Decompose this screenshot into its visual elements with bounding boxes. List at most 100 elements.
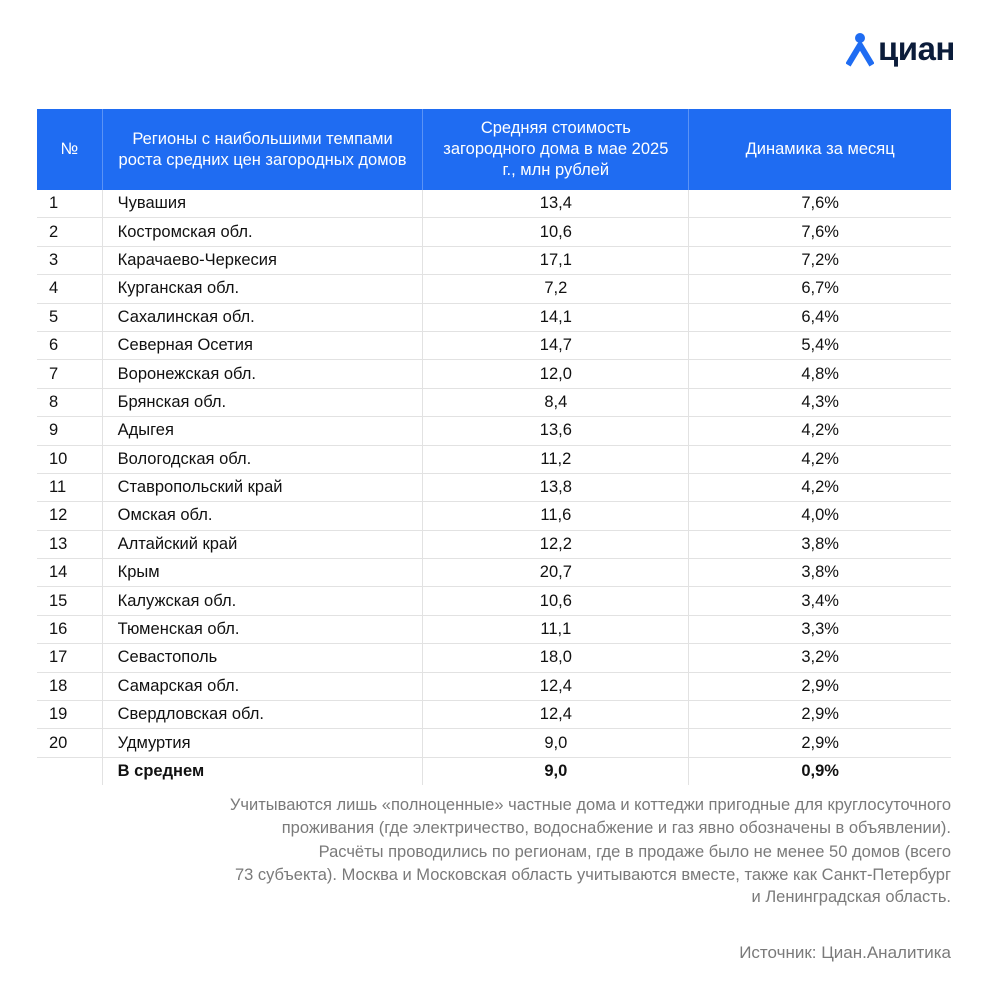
table-cell: 13,4 <box>422 190 690 219</box>
table-cell: 3,3% <box>688 615 951 645</box>
table-row: 8 Брянская обл. 8,4 4,3% <box>37 388 951 418</box>
table-cell: Адыгея <box>102 416 424 446</box>
table-cell: 14 <box>37 558 103 588</box>
table-cell: 11,6 <box>422 501 690 531</box>
table-cell: 4,2% <box>688 416 951 446</box>
table-cell: Северная Осетия <box>102 331 424 361</box>
table-row: 2 Костромская обл. 10,6 7,6% <box>37 217 951 247</box>
table-cell: Калужская обл. <box>102 586 424 616</box>
table-cell: 5,4% <box>688 331 951 361</box>
table-row: 16 Тюменская обл. 11,1 3,3% <box>37 615 951 645</box>
table-cell: 13,6 <box>422 416 690 446</box>
table-cell: 12 <box>37 501 103 531</box>
table-cell: Самарская обл. <box>102 672 424 702</box>
table-cell: 4,3% <box>688 388 951 418</box>
table-cell: 13 <box>37 530 103 560</box>
table-cell: 20 <box>37 728 103 758</box>
table-cell: 6,7% <box>688 274 951 304</box>
table-cell: 2,9% <box>688 700 951 730</box>
table-cell: 12,2 <box>422 530 690 560</box>
note-paragraph: Расчёты проводились по регионам, где в п… <box>11 841 951 909</box>
table-row: 20 Удмуртия 9,0 2,9% <box>37 728 951 758</box>
table-cell: Свердловская обл. <box>102 700 424 730</box>
table-row: 14 Крым 20,7 3,8% <box>37 558 951 588</box>
table-cell: Чувашия <box>102 190 424 219</box>
note-line: проживания (где электричество, водоснабж… <box>281 818 951 837</box>
table: № Регионы с наибольшими темпами роста сре… <box>37 109 951 786</box>
table-cell: 3,4% <box>688 586 951 616</box>
logo: циан <box>846 28 955 70</box>
table-cell: 14,1 <box>422 303 690 332</box>
table-cell: Удмуртия <box>102 728 424 758</box>
table-row: 1 Чувашия 13,4 7,6% <box>37 190 951 219</box>
table-row: 7 Воронежская обл. 12,0 4,8% <box>37 359 951 389</box>
table-cell: 18,0 <box>422 643 690 673</box>
table-cell: Брянская обл. <box>102 388 424 418</box>
header-cell: Регионы с наибольшими темпами роста сред… <box>102 109 424 190</box>
table-cell: 4,0% <box>688 501 951 531</box>
table-cell: Севастополь <box>102 643 424 673</box>
logo-icon <box>846 33 874 67</box>
table-cell: 11,1 <box>422 615 690 645</box>
table-row: 12 Омская обл. 11,6 4,0% <box>37 501 951 531</box>
header-cell: № <box>37 109 103 190</box>
table-cell: 6,4% <box>688 303 951 332</box>
table-cell: 12,4 <box>422 700 690 730</box>
table-cell: 7,6% <box>688 217 951 247</box>
table-cell: Омская обл. <box>102 501 424 531</box>
table-cell: 5 <box>37 303 103 332</box>
note-line: Расчёты проводились по регионам, где в п… <box>318 843 951 861</box>
table-cell: 16 <box>37 615 103 645</box>
table-row: 19 Свердловская обл. 12,4 2,9% <box>37 700 951 730</box>
table-row: 15 Калужская обл. 10,6 3,4% <box>37 586 951 616</box>
table-cell: Вологодская обл. <box>102 445 424 474</box>
header-row: № Регионы с наибольшими темпами роста сре… <box>37 109 951 190</box>
table-cell: 4 <box>37 274 103 304</box>
table-row: 9 Адыгея 13,6 4,2% <box>37 416 951 446</box>
table-cell: 11 <box>37 473 103 503</box>
table-cell: 11,2 <box>422 445 690 474</box>
table-cell: 6 <box>37 331 103 361</box>
table-cell: 7,2 <box>422 274 690 304</box>
table-cell: Курганская обл. <box>102 274 424 304</box>
table-cell: Сахалинская обл. <box>102 303 424 332</box>
table-cell: Алтайский край <box>102 530 424 560</box>
table-cell: 15 <box>37 586 103 616</box>
table-cell: 17,1 <box>422 246 690 276</box>
table-cell: 9,0 <box>422 728 690 758</box>
table-cell: 3 <box>37 246 103 276</box>
header-cell: Средняя стоимость загородного дома в мае… <box>422 109 690 190</box>
logo-text: циан <box>878 30 955 67</box>
table-cell: 12,0 <box>422 359 690 389</box>
table-cell: 8 <box>37 388 103 418</box>
table-row: 3 Карачаево-Черкесия 17,1 7,2% <box>37 246 951 276</box>
table-cell: Карачаево-Черкесия <box>102 246 424 276</box>
table-cell: 9 <box>37 416 103 446</box>
table-cell: Крым <box>102 558 424 588</box>
table-cell: 9,0 <box>422 757 690 786</box>
table-row: 10 Вологодская обл. 11,2 4,2% <box>37 445 951 474</box>
table-cell: 4,2% <box>688 445 951 474</box>
table-cell: 12,4 <box>422 672 690 702</box>
average-row: В среднем 9,0 0,9% <box>37 757 951 786</box>
table-cell: 7 <box>37 359 103 389</box>
table-cell: 13,8 <box>422 473 690 503</box>
table-cell: 3,8% <box>688 530 951 560</box>
table-cell: 10,6 <box>422 217 690 247</box>
table-cell: 2 <box>37 217 103 247</box>
table-cell: 4,8% <box>688 359 951 389</box>
table-row: 18 Самарская обл. 12,4 2,9% <box>37 672 951 702</box>
table-cell: 19 <box>37 700 103 730</box>
table-cell: Тюменская обл. <box>102 615 424 645</box>
table-cell: 2,9% <box>688 728 951 758</box>
table-cell: 3,8% <box>688 558 951 588</box>
table-cell: 2,9% <box>688 672 951 702</box>
table-cell: 8,4 <box>422 388 690 418</box>
header-cell: Динамика за месяц <box>688 109 951 190</box>
table-cell: 10,6 <box>422 586 690 616</box>
table-cell: Воронежская обл. <box>102 359 424 389</box>
table-cell: 14,7 <box>422 331 690 361</box>
source: Источник: Циан.Аналитика <box>739 943 951 962</box>
